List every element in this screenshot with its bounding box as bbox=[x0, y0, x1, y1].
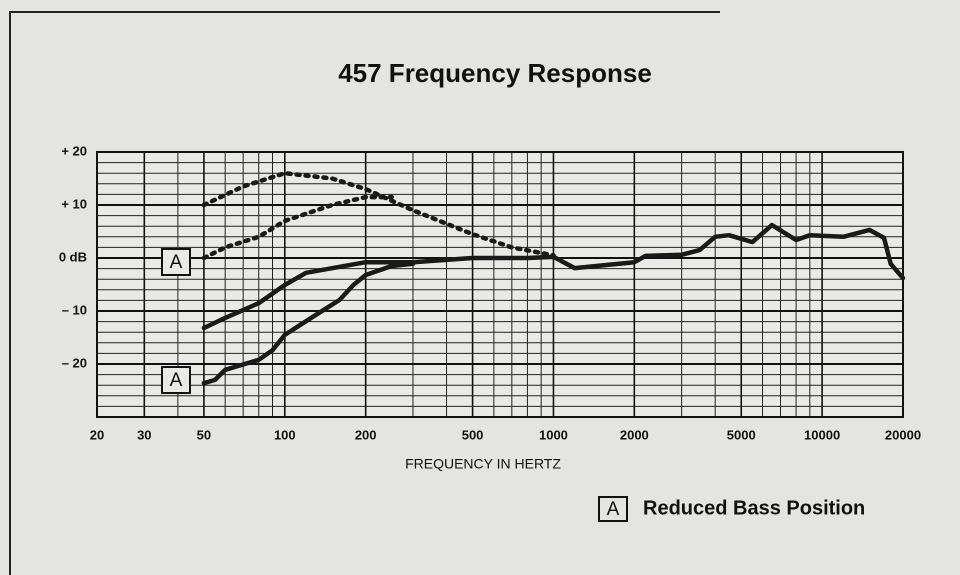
x-tick-label: 100 bbox=[274, 427, 296, 442]
x-axis-label: FREQUENCY IN HERTZ bbox=[405, 456, 561, 472]
plot-area bbox=[96, 151, 904, 418]
series-line bbox=[201, 222, 906, 331]
legend-marker-box bbox=[598, 496, 628, 522]
x-tick-label: 5000 bbox=[727, 427, 756, 442]
legend-marker: A bbox=[607, 499, 620, 520]
frame bbox=[9, 11, 720, 575]
x-tick-label: 50 bbox=[197, 427, 211, 442]
plot-border bbox=[96, 151, 904, 418]
annotation: A bbox=[170, 252, 183, 273]
x-tick-label: 30 bbox=[137, 427, 151, 442]
y-tick-label: 0 dB bbox=[59, 249, 87, 264]
x-tick-label: 200 bbox=[355, 427, 377, 442]
x-tick-label: 20 bbox=[90, 427, 104, 442]
y-tick-label: – 10 bbox=[62, 302, 87, 317]
series-line bbox=[201, 170, 556, 258]
y-tick-label: – 20 bbox=[62, 355, 87, 370]
y-tick-label: + 10 bbox=[61, 196, 87, 211]
x-tick-label: 2000 bbox=[620, 427, 649, 442]
legend-label: Reduced Bass Position bbox=[643, 497, 865, 519]
series-line bbox=[201, 194, 394, 261]
x-tick-label: 500 bbox=[462, 427, 484, 442]
series-line bbox=[201, 261, 416, 386]
x-tick-label: 20000 bbox=[885, 427, 921, 442]
annotation-box bbox=[161, 248, 191, 276]
x-tick-label: 1000 bbox=[539, 427, 568, 442]
x-tick-label: 10000 bbox=[804, 427, 840, 442]
annotation-box bbox=[161, 366, 191, 394]
chart-title: 457 Frequency Response bbox=[338, 58, 652, 88]
y-tick-label: + 20 bbox=[61, 143, 87, 158]
annotation: A bbox=[170, 370, 183, 391]
